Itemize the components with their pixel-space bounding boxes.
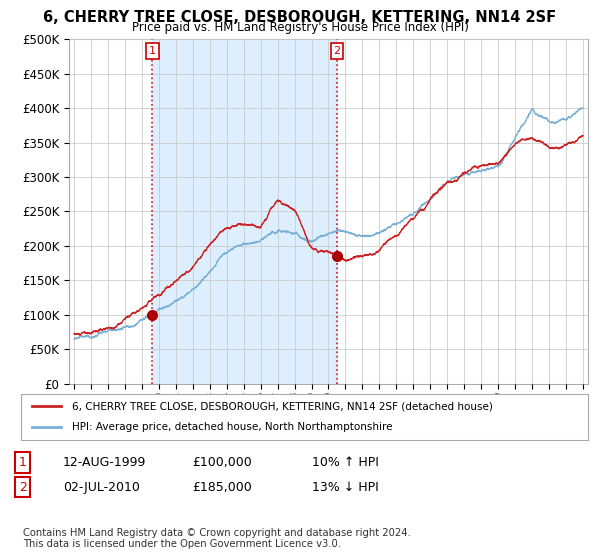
Text: 13% ↓ HPI: 13% ↓ HPI bbox=[312, 480, 379, 494]
Text: 1: 1 bbox=[19, 456, 27, 469]
Text: 2: 2 bbox=[19, 480, 27, 494]
Text: Contains HM Land Registry data © Crown copyright and database right 2024.
This d: Contains HM Land Registry data © Crown c… bbox=[23, 528, 410, 549]
Text: HPI: Average price, detached house, North Northamptonshire: HPI: Average price, detached house, Nort… bbox=[72, 422, 392, 432]
Text: Price paid vs. HM Land Registry's House Price Index (HPI): Price paid vs. HM Land Registry's House … bbox=[131, 21, 469, 34]
Text: 02-JUL-2010: 02-JUL-2010 bbox=[63, 480, 140, 494]
Text: 2: 2 bbox=[334, 46, 341, 56]
Text: 1: 1 bbox=[149, 46, 156, 56]
Text: £185,000: £185,000 bbox=[192, 480, 252, 494]
Text: £100,000: £100,000 bbox=[192, 456, 252, 469]
Text: 6, CHERRY TREE CLOSE, DESBOROUGH, KETTERING, NN14 2SF (detached house): 6, CHERRY TREE CLOSE, DESBOROUGH, KETTER… bbox=[72, 401, 493, 411]
Text: 10% ↑ HPI: 10% ↑ HPI bbox=[312, 456, 379, 469]
Text: 12-AUG-1999: 12-AUG-1999 bbox=[63, 456, 146, 469]
Text: 6, CHERRY TREE CLOSE, DESBOROUGH, KETTERING, NN14 2SF: 6, CHERRY TREE CLOSE, DESBOROUGH, KETTER… bbox=[43, 10, 557, 25]
Bar bbox=[152, 39, 337, 384]
